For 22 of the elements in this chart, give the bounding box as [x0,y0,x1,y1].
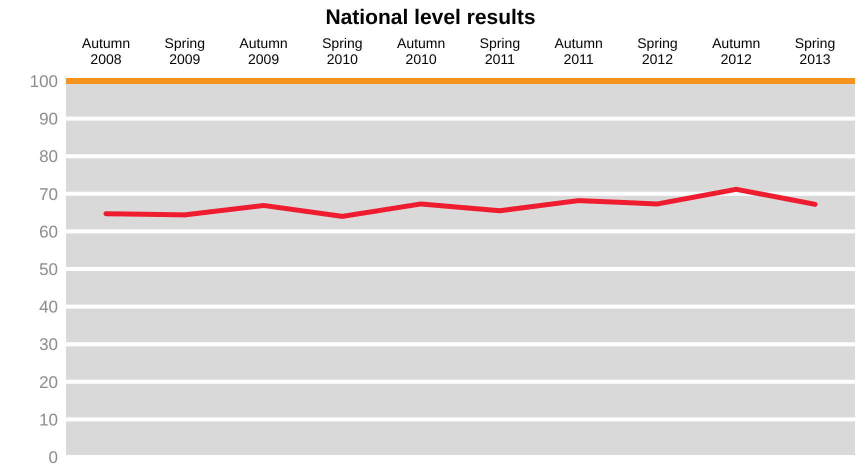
x-tick-label: Spring 2013 [794,35,836,67]
x-tick-label: Spring 2012 [637,35,678,67]
x-tick-label: Autumn 2012 [712,35,760,67]
y-tick-label: 60 [39,222,58,242]
y-tick-label: 40 [39,298,58,317]
y-tick-label: 0 [48,448,58,465]
y-tick-label: 50 [39,260,58,280]
y-tick-label: 10 [39,410,58,430]
y-tick-label: 70 [39,184,58,204]
x-tick-label: Autumn 2010 [396,35,446,67]
y-tick-label: 30 [39,335,58,354]
x-tick-label: Autumn 2008 [82,35,130,67]
x-tick-label: Autumn 2009 [239,35,288,67]
y-tick-label: 20 [39,372,58,392]
y-tick-label: 80 [39,147,58,166]
chart-title: National level results [324,6,537,30]
y-tick-label: 90 [39,110,58,129]
x-tick-label: Spring 2010 [322,35,363,67]
x-tick-label: Spring 2009 [164,35,206,67]
x-tick-label: Autumn 2011 [554,35,603,67]
y-tick-label: 100 [30,72,58,92]
x-tick-label: Spring 2011 [480,35,520,67]
